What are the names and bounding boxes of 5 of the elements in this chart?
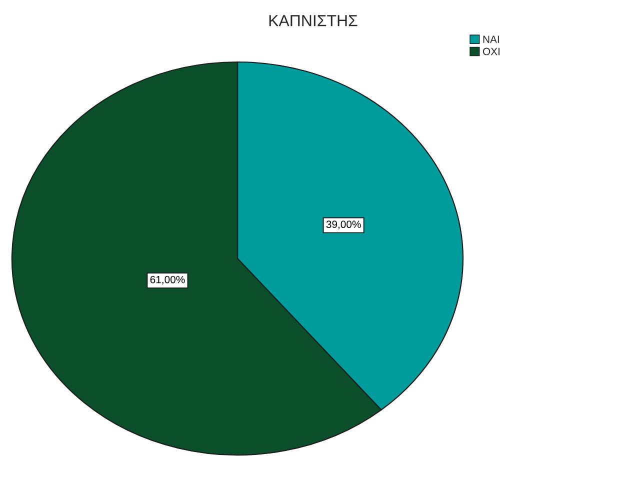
legend-label: ΝΑΙ [483, 36, 499, 43]
data-label: 39,00% [326, 220, 361, 230]
legend-label: ΟΧΙ [482, 48, 500, 56]
data-label: 61,00% [150, 276, 185, 284]
chart-title: ΚΑΠΝΙΣΤΗΣ [269, 15, 358, 26]
